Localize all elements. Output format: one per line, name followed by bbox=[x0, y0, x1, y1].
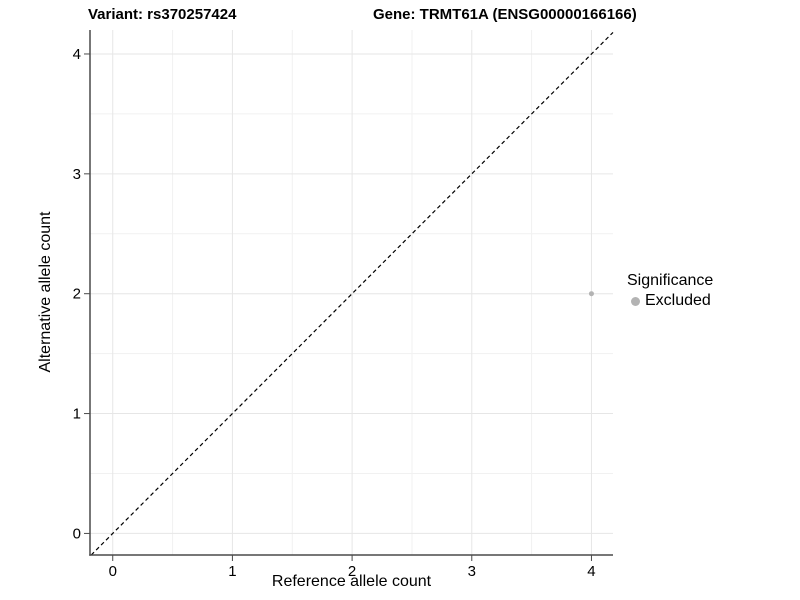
x-tick-label: 4 bbox=[587, 563, 595, 580]
legend-item-excluded: Excluded bbox=[627, 292, 713, 310]
legend: Significance Excluded bbox=[627, 272, 713, 310]
x-tick-label: 0 bbox=[109, 563, 117, 580]
x-tick-label: 1 bbox=[228, 563, 236, 580]
y-tick-label: 2 bbox=[73, 286, 81, 303]
y-tick-label: 4 bbox=[73, 46, 81, 63]
x-axis-title: Reference allele count bbox=[271, 573, 432, 590]
y-axis-title: Alternative allele count bbox=[37, 211, 54, 373]
y-tick-label: 0 bbox=[73, 525, 81, 542]
x-tick-label: 2 bbox=[348, 563, 356, 580]
legend-title: Significance bbox=[627, 272, 714, 289]
x-tick-label: 3 bbox=[468, 563, 476, 580]
legend-item-label: Excluded bbox=[645, 292, 711, 309]
y-tick-label: 1 bbox=[73, 406, 81, 423]
excluded-point-icon bbox=[631, 296, 640, 306]
variant-title: Variant: rs370257424 bbox=[88, 6, 237, 23]
data-point bbox=[588, 291, 594, 297]
y-tick-label: 3 bbox=[73, 166, 81, 183]
gene-title: Gene: TRMT61A (ENSG00000166166) bbox=[373, 6, 637, 23]
